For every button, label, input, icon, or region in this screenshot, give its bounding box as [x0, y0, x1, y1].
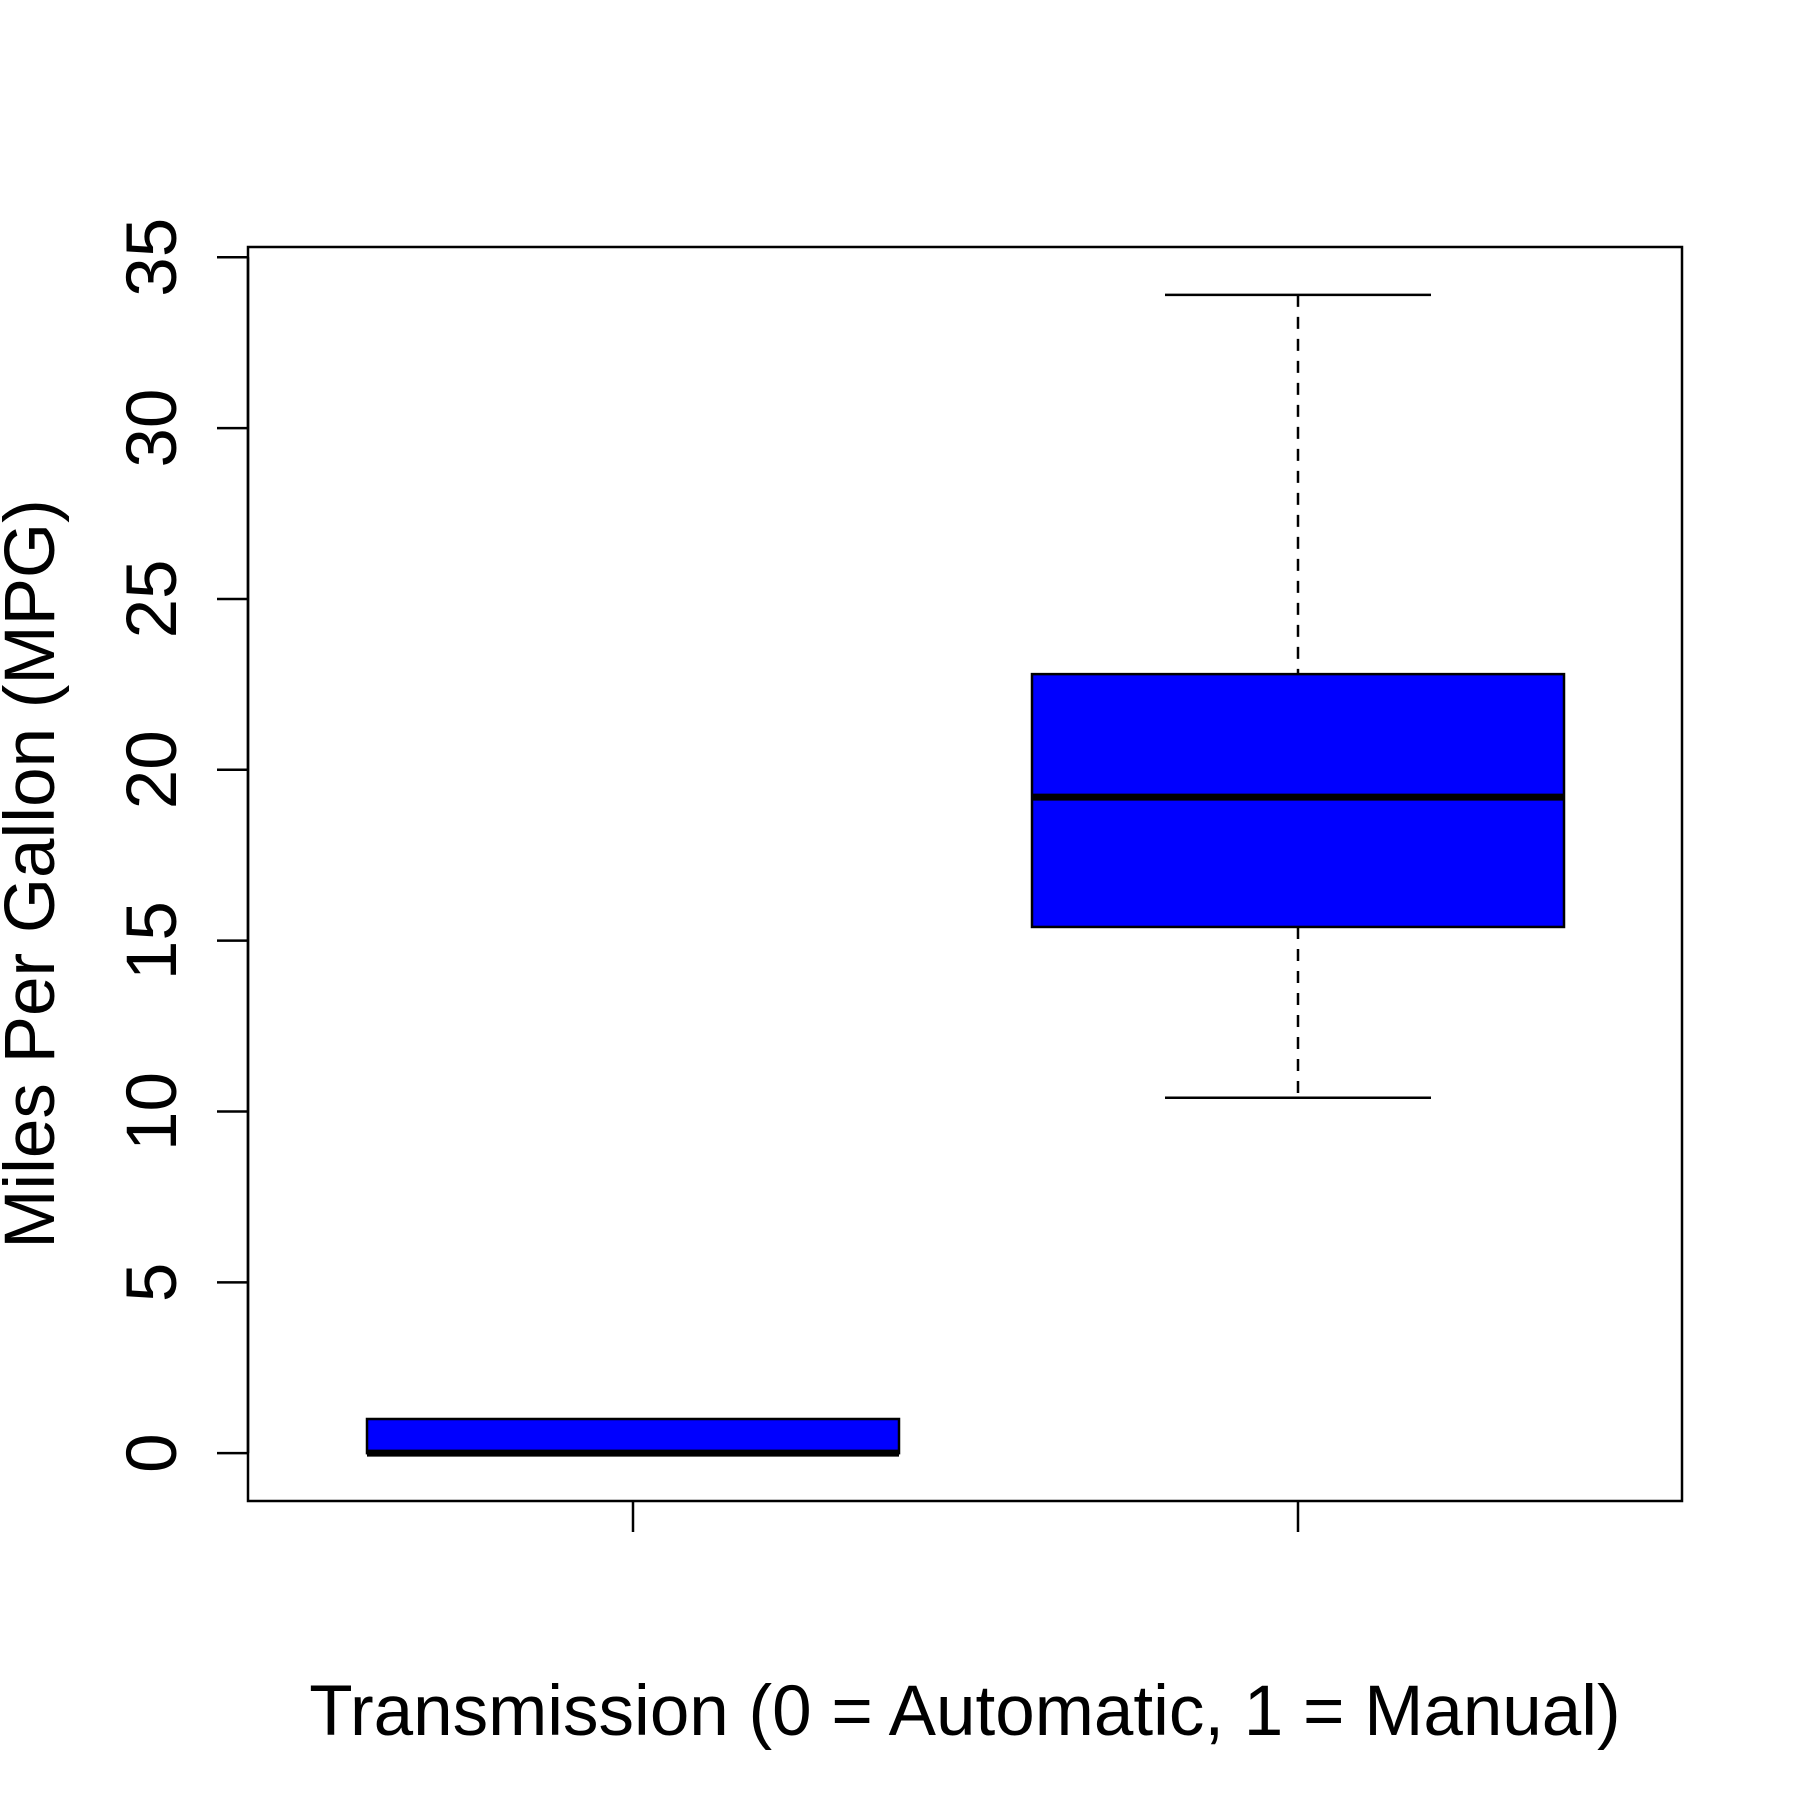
y-axis-label: Miles Per Gallon (MPG) — [0, 499, 70, 1249]
y-tick-label: 15 — [113, 901, 192, 980]
y-tick-label: 5 — [113, 1263, 192, 1303]
y-tick-label: 35 — [113, 218, 192, 297]
box-body — [365, 1417, 901, 1455]
y-tick-label: 10 — [113, 1072, 192, 1151]
box-series — [365, 293, 1566, 1457]
box-group — [1030, 293, 1566, 1100]
y-tick-label: 0 — [113, 1433, 192, 1473]
x-axis-label: Transmission (0 = Automatic, 1 = Manual) — [309, 1672, 1620, 1751]
y-tick-label: 25 — [113, 559, 192, 638]
y-tick-label: 20 — [113, 730, 192, 809]
y-tick-label: 30 — [113, 389, 192, 468]
x-axis — [631, 1501, 1300, 1532]
box-group — [365, 1417, 901, 1457]
y-axis: 0 5 10 15 20 25 30 35 — [113, 218, 250, 1473]
